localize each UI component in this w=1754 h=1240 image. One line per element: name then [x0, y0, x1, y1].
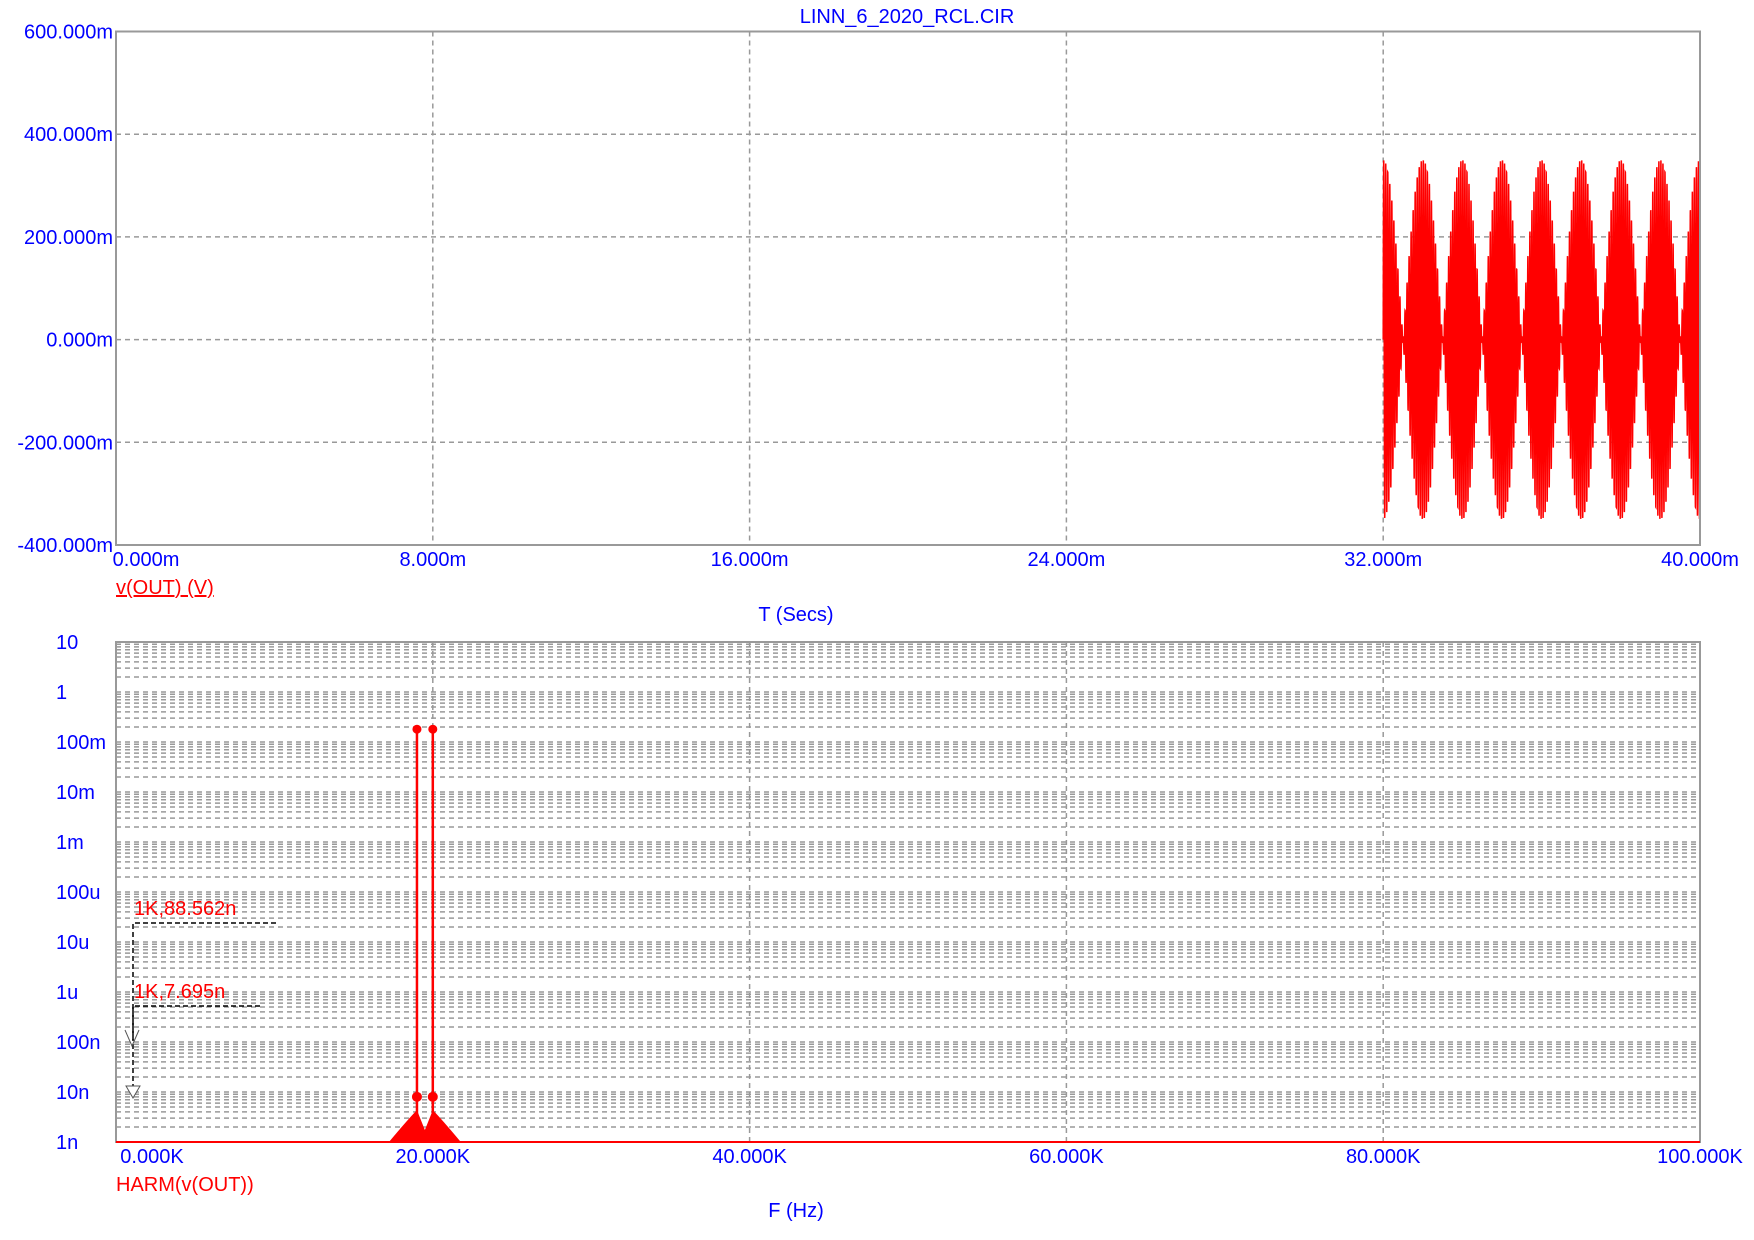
- top-y-tick-label: 0.000m: [46, 330, 113, 352]
- spectrum-sideband-marker: [427, 1091, 438, 1102]
- top-y-tick-labels: 600.000m 400.000m 200.000m 0.000m -200.000m -…: [17, 22, 113, 558]
- top-y-tick-label: 400.000m: [24, 124, 113, 146]
- top-plot-grid: [116, 31, 1700, 545]
- cursor-markers[interactable]: 1K,88.562n 1K,7.695n: [124, 898, 276, 1099]
- top-legend-trace-label[interactable]: v(OUT) (V): [116, 577, 214, 599]
- spectrum-peak-marker: [412, 724, 422, 734]
- bottom-x-axis-label: F (Hz): [768, 1200, 824, 1222]
- bottom-y-tick-label: 100n: [56, 1032, 101, 1054]
- cursor-2-label: 1K,7.695n: [134, 981, 225, 1003]
- bottom-x-tick-label: 100.000K: [1657, 1146, 1743, 1168]
- bottom-y-tick-label: 1u: [56, 982, 78, 1004]
- bottom-y-tick-labels: 10 1 100m 10m 1m 100u 10u 1u 100n 10n 1n: [56, 632, 106, 1154]
- bottom-y-tick-label: 10: [56, 632, 78, 654]
- cursor-1-arrow-icon: [125, 1085, 141, 1099]
- top-y-tick-label: -400.000m: [17, 535, 113, 557]
- top-x-tick-label: 0.000m: [113, 549, 180, 571]
- cursor-2-arrow-icon: [124, 1029, 140, 1048]
- cursor-1-label: 1K,88.562n: [134, 898, 236, 920]
- spectrum-sideband-marker: [411, 1091, 422, 1102]
- bottom-legend-trace-label[interactable]: HARM(v(OUT)): [116, 1174, 254, 1196]
- bottom-y-tick-label: 1: [56, 682, 67, 704]
- top-plot-trace: [1382, 160, 1701, 519]
- bottom-y-tick-label: 1m: [56, 832, 84, 854]
- top-plot-frame: [115, 30, 1701, 546]
- bottom-x-tick-label: 80.000K: [1346, 1146, 1421, 1168]
- bottom-x-tick-label: 0.000K: [120, 1146, 184, 1168]
- top-x-tick-label: 16.000m: [711, 549, 789, 571]
- bottom-y-tick-label: 10n: [56, 1082, 89, 1104]
- bottom-y-tick-label: 100u: [56, 882, 101, 904]
- bottom-x-tick-labels: 0.000K 20.000K 40.000K 60.000K 80.000K 100.00…: [120, 1146, 1743, 1168]
- bottom-y-tick-label: 100m: [56, 732, 106, 754]
- top-series-line: [1382, 160, 1701, 519]
- bottom-plot-trace: [388, 724, 461, 1142]
- bottom-y-tick-label: 10u: [56, 932, 89, 954]
- top-x-tick-labels: 0.000m 8.000m 16.000m 24.000m 32.000m 40.000m: [113, 549, 1739, 571]
- bottom-x-tick-label: 20.000K: [396, 1146, 471, 1168]
- top-x-axis-label: T (Secs): [758, 604, 833, 626]
- top-x-tick-label: 8.000m: [399, 549, 466, 571]
- top-chart-title: LINN_6_2020_RCL.CIR: [800, 6, 1015, 28]
- cursor-2-line[interactable]: [132, 1005, 260, 1040]
- top-y-tick-label: 200.000m: [24, 227, 113, 249]
- top-x-tick-label: 32.000m: [1344, 549, 1422, 571]
- bottom-plot-grid: [116, 642, 1700, 1142]
- bottom-x-tick-label: 60.000K: [1029, 1146, 1104, 1168]
- bottom-y-tick-label: 1n: [56, 1132, 78, 1154]
- bottom-y-tick-label: 10m: [56, 782, 95, 804]
- bottom-x-tick-label: 40.000K: [712, 1146, 787, 1168]
- spectrum-sideband-skirt: [388, 1110, 461, 1142]
- top-x-tick-label: 40.000m: [1661, 549, 1739, 571]
- top-y-tick-label: 600.000m: [24, 22, 113, 44]
- top-y-tick-label: -200.000m: [17, 432, 113, 454]
- spectrum-peak-marker: [428, 724, 438, 734]
- top-x-tick-label: 24.000m: [1027, 549, 1105, 571]
